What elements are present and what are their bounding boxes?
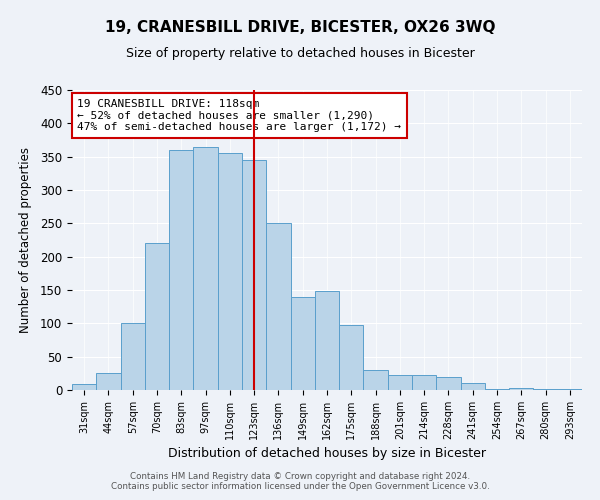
Bar bbox=[218, 152, 242, 390]
Bar bbox=[315, 292, 339, 390]
Bar bbox=[72, 384, 96, 390]
Bar bbox=[96, 374, 121, 390]
Text: Contains public sector information licensed under the Open Government Licence v3: Contains public sector information licen… bbox=[110, 482, 490, 491]
Bar bbox=[242, 160, 266, 390]
Bar bbox=[121, 324, 145, 390]
Text: Size of property relative to detached houses in Bicester: Size of property relative to detached ho… bbox=[125, 48, 475, 60]
X-axis label: Distribution of detached houses by size in Bicester: Distribution of detached houses by size … bbox=[168, 448, 486, 460]
Bar bbox=[145, 244, 169, 390]
Bar bbox=[266, 224, 290, 390]
Bar bbox=[364, 370, 388, 390]
Bar bbox=[388, 376, 412, 390]
Bar bbox=[509, 388, 533, 390]
Bar bbox=[461, 382, 485, 390]
Bar bbox=[193, 146, 218, 390]
Text: 19, CRANESBILL DRIVE, BICESTER, OX26 3WQ: 19, CRANESBILL DRIVE, BICESTER, OX26 3WQ bbox=[105, 20, 495, 35]
Text: 19 CRANESBILL DRIVE: 118sqm
← 52% of detached houses are smaller (1,290)
47% of : 19 CRANESBILL DRIVE: 118sqm ← 52% of det… bbox=[77, 99, 401, 132]
Text: Contains HM Land Registry data © Crown copyright and database right 2024.: Contains HM Land Registry data © Crown c… bbox=[130, 472, 470, 481]
Bar bbox=[290, 296, 315, 390]
Bar bbox=[339, 324, 364, 390]
Y-axis label: Number of detached properties: Number of detached properties bbox=[19, 147, 32, 333]
Bar bbox=[412, 376, 436, 390]
Bar bbox=[436, 376, 461, 390]
Bar bbox=[169, 150, 193, 390]
